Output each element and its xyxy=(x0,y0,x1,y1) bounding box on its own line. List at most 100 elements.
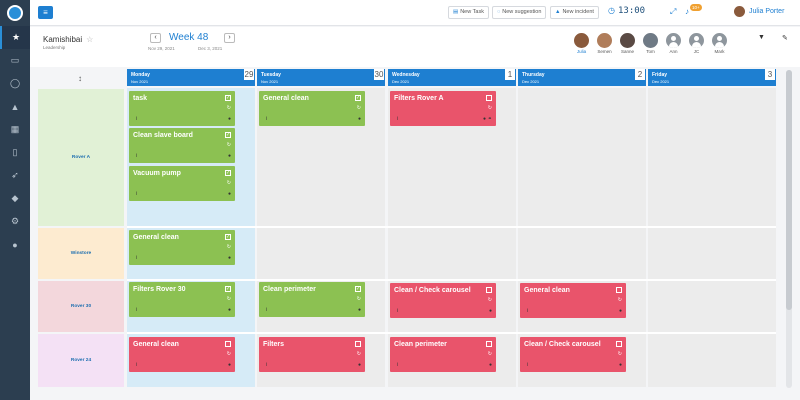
recurring-icon: ↻ xyxy=(617,351,622,357)
monitor-icon[interactable]: ▭ xyxy=(10,55,20,65)
checkbox-icon[interactable]: ✓ xyxy=(355,95,361,101)
checkbox-icon[interactable] xyxy=(616,341,622,347)
recurring-icon: ↻ xyxy=(487,351,492,357)
task-card[interactable]: General clean ↻ i ● xyxy=(129,337,235,372)
info-icon[interactable]: i xyxy=(266,116,268,122)
person-icon: ● xyxy=(357,362,361,368)
checkbox-icon[interactable] xyxy=(486,287,492,293)
warning-icon: ▲ xyxy=(555,9,561,15)
chat-icon[interactable]: ● xyxy=(12,239,18,250)
app-logo[interactable] xyxy=(0,0,30,26)
page-subtitle: Leadership xyxy=(43,45,66,50)
info-icon[interactable]: i xyxy=(266,307,268,313)
person-julia[interactable]: Julia xyxy=(570,33,593,54)
day-header-thursday: Thursday Dec 2021 2 xyxy=(518,69,646,86)
scrollbar-thumb[interactable] xyxy=(786,70,792,310)
task-card[interactable]: Clean slave board ✓ ↻ i ● xyxy=(129,128,235,163)
info-icon[interactable]: i xyxy=(136,255,138,261)
person-icon: ● xyxy=(227,362,231,368)
checkbox-icon[interactable]: ✓ xyxy=(225,170,231,176)
person-sanne[interactable]: Sanne xyxy=(616,33,639,54)
task-card[interactable]: Clean / Check carousel ↻ i ● xyxy=(390,283,496,318)
avatar xyxy=(734,6,745,17)
task-card[interactable]: General clean ✓ ↻ i ● xyxy=(259,91,365,126)
info-icon[interactable]: i xyxy=(266,362,268,368)
person-mark[interactable]: Mark xyxy=(708,33,731,54)
person-ann[interactable]: Ann xyxy=(662,33,685,54)
clock: ◷ 13:00 xyxy=(608,6,646,16)
info-icon[interactable]: i xyxy=(136,362,138,368)
info-icon[interactable]: i xyxy=(397,308,399,314)
person-icon: ● xyxy=(227,153,231,159)
task-card[interactable]: Filters Rover A ↻ i ● ⚭ xyxy=(390,91,496,126)
person-icon: ● xyxy=(488,308,492,314)
checkbox-icon[interactable] xyxy=(355,341,361,347)
new-incident-button[interactable]: ▲ New incident xyxy=(550,6,599,19)
checkbox-icon[interactable] xyxy=(486,95,492,101)
person-icon: ● xyxy=(357,307,361,313)
info-icon[interactable]: i xyxy=(527,362,529,368)
gears-icon[interactable]: ⚙ xyxy=(10,216,20,226)
menu-button[interactable]: ≡ xyxy=(38,6,53,19)
filter-icon[interactable]: ▼ xyxy=(758,34,765,41)
task-card[interactable]: task ✓ ↻ i ● xyxy=(129,91,235,126)
checkbox-icon[interactable] xyxy=(225,341,231,347)
sort-icon[interactable]: ↕ xyxy=(78,74,82,83)
recurring-icon: ↻ xyxy=(487,105,492,111)
lightbulb-icon[interactable]: ◯ xyxy=(9,78,21,88)
new-suggestion-button[interactable]: ◌ New suggestion xyxy=(492,6,547,19)
task-card[interactable]: Clean / Check carousel ↻ i ● xyxy=(520,337,626,372)
checkbox-icon[interactable]: ✓ xyxy=(225,286,231,292)
person-semen[interactable]: Semen xyxy=(593,33,616,54)
checkbox-icon[interactable]: ✓ xyxy=(355,286,361,292)
new-task-button[interactable]: ▤ New Task xyxy=(448,6,489,19)
person-tom[interactable]: Tom xyxy=(639,33,662,54)
task-card[interactable]: General clean ↻ i ● xyxy=(520,283,626,318)
next-week-button[interactable]: › xyxy=(224,33,235,43)
task-card[interactable]: General clean ✓ ↻ i ● xyxy=(129,230,235,265)
graduation-icon[interactable]: ◆ xyxy=(11,193,19,203)
favorite-star-icon[interactable]: ☆ xyxy=(86,35,94,44)
task-card[interactable]: Filters ↻ i ● xyxy=(259,337,365,372)
task-card[interactable]: Filters Rover 30 ✓ ↻ i ● xyxy=(129,282,235,317)
checkbox-icon[interactable]: ✓ xyxy=(225,132,231,138)
row-label-rover-a: Rover A xyxy=(38,89,124,226)
star-icon[interactable]: ★ xyxy=(0,26,30,49)
calendar-icon[interactable]: ▦ xyxy=(10,124,20,134)
person-jc[interactable]: JC xyxy=(685,33,708,54)
row-label-winstore: Winstore xyxy=(38,228,124,279)
info-icon[interactable]: i xyxy=(136,307,138,313)
bell-icon[interactable]: ♪ xyxy=(685,7,689,16)
user-menu[interactable]: Julia Porter xyxy=(734,6,784,17)
checkbox-icon[interactable]: ✓ xyxy=(225,234,231,240)
person-icon: ● xyxy=(357,116,361,122)
expand-icon[interactable]: ⤢ xyxy=(670,7,677,16)
recurring-icon: ↻ xyxy=(356,105,361,111)
info-icon[interactable]: i xyxy=(397,116,399,122)
task-card[interactable]: Vacuum pump ✓ ↻ i ● xyxy=(129,166,235,201)
checkbox-icon[interactable]: ✓ xyxy=(225,95,231,101)
task-card[interactable]: Clean perimeter ↻ i ● xyxy=(390,337,496,372)
row-divider xyxy=(127,279,776,281)
info-icon[interactable]: i xyxy=(136,116,138,122)
rocket-icon[interactable]: ➶ xyxy=(11,170,19,180)
week-start-date: Nov 29, 2021 xyxy=(148,46,175,51)
info-icon[interactable]: i xyxy=(527,308,529,314)
prev-week-button[interactable]: ‹ xyxy=(150,33,161,43)
info-icon[interactable]: i xyxy=(397,362,399,368)
vertical-scrollbar[interactable] xyxy=(786,70,792,388)
warning-icon[interactable]: ▲ xyxy=(10,101,20,112)
checkbox-icon[interactable] xyxy=(486,341,492,347)
recurring-icon: ↻ xyxy=(356,351,361,357)
avatar xyxy=(574,33,589,48)
info-icon[interactable]: i xyxy=(136,191,138,197)
document-icon[interactable]: ▯ xyxy=(12,147,18,157)
tools-icon[interactable]: ✎ xyxy=(782,35,788,42)
task-card[interactable]: Clean perimeter ✓ ↻ i ● xyxy=(259,282,365,317)
checkbox-icon[interactable] xyxy=(616,287,622,293)
person-icon: ● xyxy=(227,255,231,261)
person-icon: ● xyxy=(227,116,231,122)
avatar xyxy=(620,33,635,48)
avatar xyxy=(597,33,612,48)
info-icon[interactable]: i xyxy=(136,153,138,159)
